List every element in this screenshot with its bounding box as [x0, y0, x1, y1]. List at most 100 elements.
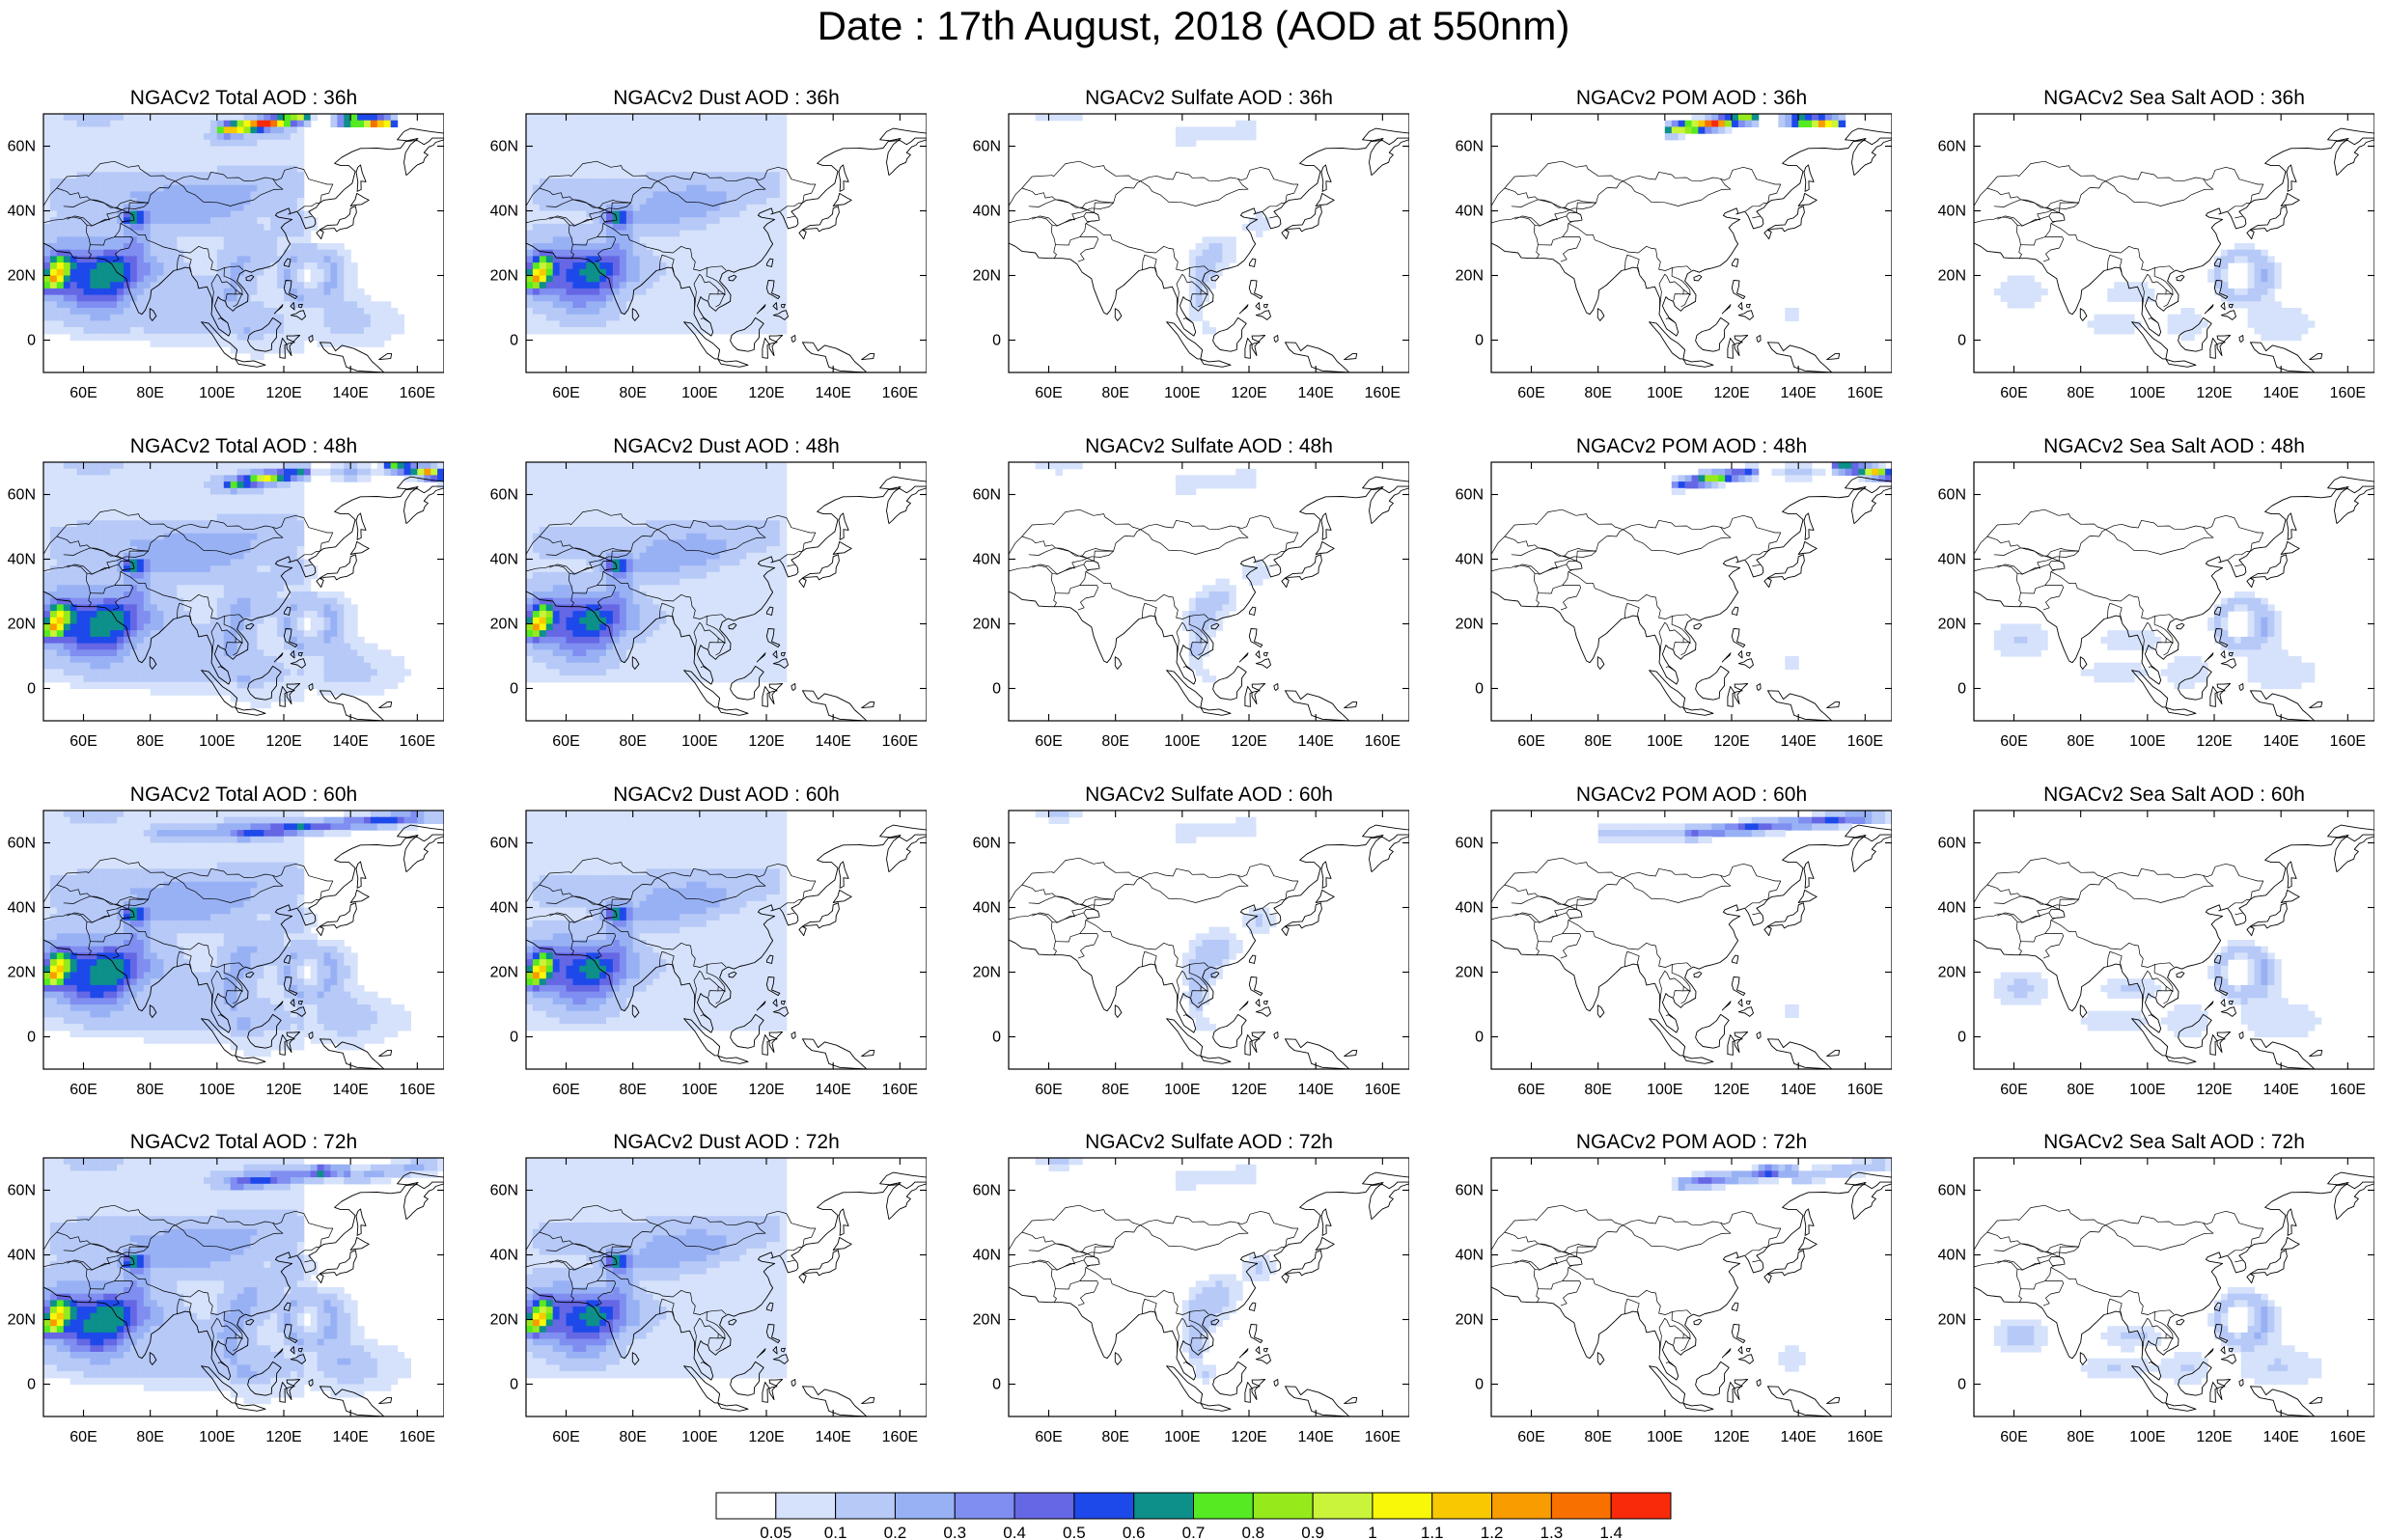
- aod-cell: [136, 611, 145, 619]
- aod-cell: [753, 126, 761, 134]
- aod-cell: [719, 120, 728, 127]
- aod-cell: [779, 294, 788, 302]
- aod-cell: [330, 649, 338, 657]
- aod-cell: [1222, 256, 1230, 263]
- aod-cell: [2240, 294, 2249, 302]
- aod-cell: [646, 282, 653, 289]
- aod-cell: [619, 139, 627, 148]
- aod-cell: [103, 643, 111, 650]
- aod-cell: [257, 481, 264, 489]
- aod-cell: [97, 191, 104, 199]
- aod-cell: [183, 294, 191, 302]
- aod-cell: [163, 475, 171, 482]
- aod-cell: [290, 179, 298, 186]
- aod-cell: [726, 256, 734, 263]
- aod-cell: [370, 649, 378, 657]
- aod-cell: [129, 262, 138, 270]
- aod-cell: [129, 494, 138, 502]
- aod-cell: [69, 294, 78, 302]
- aod-cell: [43, 308, 51, 316]
- aod-cell: [110, 559, 118, 566]
- aod-cell: [170, 172, 178, 179]
- aod-cell: [364, 301, 372, 309]
- aod-cell: [303, 475, 312, 482]
- aod-cell: [296, 623, 305, 631]
- aod-cell: [606, 294, 614, 302]
- aod-cell: [223, 327, 232, 335]
- aod-cell: [612, 146, 621, 153]
- aod-cell: [2121, 314, 2128, 321]
- aod-cell: [277, 158, 285, 167]
- aod-cell: [586, 268, 594, 277]
- aod-cell: [1215, 256, 1223, 263]
- aod-cell: [209, 320, 218, 328]
- aod-cell: [1188, 139, 1197, 148]
- aod-cell: [170, 236, 178, 244]
- aod-cell: [209, 533, 218, 540]
- aod-cell: [733, 139, 740, 148]
- aod-cell: [97, 649, 104, 657]
- aod-cell: [103, 152, 111, 160]
- aod-cell: [223, 565, 232, 573]
- aod-cell: [277, 217, 285, 225]
- aod-cell: [639, 256, 648, 263]
- aod-cell: [317, 320, 325, 328]
- aod-cell: [204, 172, 211, 179]
- aod-cell: [586, 204, 594, 212]
- aod-cell: [103, 333, 111, 342]
- aod-cell: [243, 327, 251, 335]
- aod-cell: [209, 230, 218, 237]
- aod-cell: [692, 217, 701, 225]
- aod-cell: [699, 301, 708, 309]
- aod-cell: [264, 114, 271, 122]
- aod-cell: [103, 591, 111, 599]
- aod-cell: [190, 475, 198, 482]
- aod-cell: [317, 591, 325, 599]
- aod-cell: [264, 585, 271, 592]
- aod-cell: [376, 468, 385, 476]
- aod-cell: [290, 308, 298, 316]
- aod-cell: [90, 282, 97, 289]
- aod-cell: [612, 275, 621, 283]
- aod-cell: [243, 191, 251, 199]
- aod-cell: [317, 301, 325, 309]
- aod-cell: [110, 184, 118, 192]
- aod-cell: [129, 223, 138, 232]
- aod-cell: [209, 120, 218, 127]
- aod-cell: [296, 120, 305, 127]
- aod-cell: [124, 314, 131, 321]
- aod-cell: [156, 165, 165, 173]
- aod-cell: [270, 475, 278, 482]
- aod-cell: [599, 158, 607, 167]
- aod-cell: [143, 487, 152, 496]
- aod-cell: [197, 462, 205, 470]
- aod-cell: [83, 320, 91, 328]
- aod-cell: [1208, 268, 1216, 277]
- aod-cell: [284, 507, 291, 515]
- aod-cell: [290, 314, 298, 321]
- aod-cell: [277, 152, 285, 160]
- aod-cell: [586, 152, 594, 160]
- island-outline: [1596, 308, 1605, 321]
- aod-cell: [437, 481, 444, 489]
- aod-cell: [760, 308, 767, 316]
- aod-cell: [753, 256, 761, 263]
- aod-cell: [163, 578, 171, 586]
- aod-cell: [223, 243, 232, 251]
- aod-cell: [63, 546, 71, 554]
- aod-cell: [43, 623, 51, 631]
- aod-cell: [680, 198, 687, 206]
- aod-cell: [586, 223, 594, 232]
- aod-cell: [83, 462, 91, 470]
- aod-cell: [545, 236, 554, 244]
- aod-cell: [270, 585, 278, 592]
- aod-cell: [223, 133, 232, 141]
- aod-cell: [117, 636, 125, 645]
- aod-cell: [330, 611, 338, 619]
- aod-cell: [264, 340, 271, 347]
- aod-cell: [2247, 314, 2256, 321]
- aod-cell: [150, 268, 158, 277]
- aod-cell: [264, 126, 271, 134]
- aod-cell: [539, 230, 547, 237]
- aod-cell: [699, 158, 708, 167]
